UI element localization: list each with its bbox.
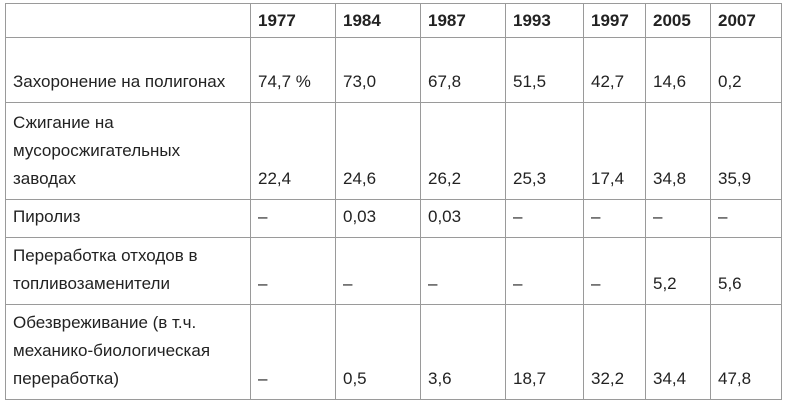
value-cell: 32,2: [583, 304, 646, 400]
table-row: Сжигание на мусоросжигательных заводах 22…: [5, 102, 782, 200]
year-header: 1987: [420, 3, 506, 38]
value-cell: 3,6: [420, 304, 506, 400]
value-cell: 5,2: [645, 237, 711, 305]
header-row: 1977 1984 1987 1993 1997 2005 2007: [5, 3, 782, 38]
table-body: Захоронение на полигонах 74,7 % 73,0 67,8 51…: [5, 37, 782, 400]
value-cell: 51,5: [505, 37, 584, 103]
value-cell: 24,6: [335, 102, 421, 200]
value-cell: 0,03: [420, 199, 506, 238]
value-cell: –: [583, 237, 646, 305]
value-cell: 42,7: [583, 37, 646, 103]
value-cell: –: [420, 237, 506, 305]
table-row: Захоронение на полигонах 74,7 % 73,0 67,8 51…: [5, 37, 782, 103]
value-cell: 0,2: [710, 37, 782, 103]
table-row: Переработка отходов в топливозаменители –…: [5, 237, 782, 305]
row-label: Захоронение на полигонах: [5, 37, 251, 103]
value-cell: 14,6: [645, 37, 711, 103]
value-cell: 5,6: [710, 237, 782, 305]
row-label: Сжигание на мусоросжигательных заводах: [5, 102, 251, 200]
value-cell: –: [250, 304, 336, 400]
row-label: Пиролиз: [5, 199, 251, 238]
value-cell: –: [505, 199, 584, 238]
corner-cell: [5, 3, 251, 38]
year-header: 1984: [335, 3, 421, 38]
value-cell: –: [250, 237, 336, 305]
value-cell: 0,03: [335, 199, 421, 238]
row-label: Переработка отходов в топливозаменители: [5, 237, 251, 305]
row-label: Обезвреживание (в т.ч. механико-биологич…: [5, 304, 251, 400]
value-cell: 17,4: [583, 102, 646, 200]
value-cell: –: [250, 199, 336, 238]
value-cell: 0,5: [335, 304, 421, 400]
value-cell: 18,7: [505, 304, 584, 400]
value-cell: 22,4: [250, 102, 336, 200]
value-cell: 47,8: [710, 304, 782, 400]
value-cell: 67,8: [420, 37, 506, 103]
year-header: 1997: [583, 3, 646, 38]
value-cell: –: [335, 237, 421, 305]
value-cell: 73,0: [335, 37, 421, 103]
year-header: 1977: [250, 3, 336, 38]
value-cell: –: [505, 237, 584, 305]
table-header: 1977 1984 1987 1993 1997 2005 2007: [5, 3, 782, 38]
year-header: 2007: [710, 3, 782, 38]
value-cell: 25,3: [505, 102, 584, 200]
value-cell: 74,7 %: [250, 37, 336, 103]
value-cell: 26,2: [420, 102, 506, 200]
value-cell: 34,4: [645, 304, 711, 400]
year-header: 1993: [505, 3, 584, 38]
table-row: Пиролиз –0,03 0,03– – – –: [5, 199, 782, 238]
table-row: Обезвреживание (в т.ч. механико-биологич…: [5, 304, 782, 400]
value-cell: –: [710, 199, 782, 238]
value-cell: –: [645, 199, 711, 238]
year-header: 2005: [645, 3, 711, 38]
value-cell: –: [583, 199, 646, 238]
value-cell: 34,8: [645, 102, 711, 200]
data-table: 1977 1984 1987 1993 1997 2005 2007 Захоронение…: [5, 3, 782, 400]
value-cell: 35,9: [710, 102, 782, 200]
